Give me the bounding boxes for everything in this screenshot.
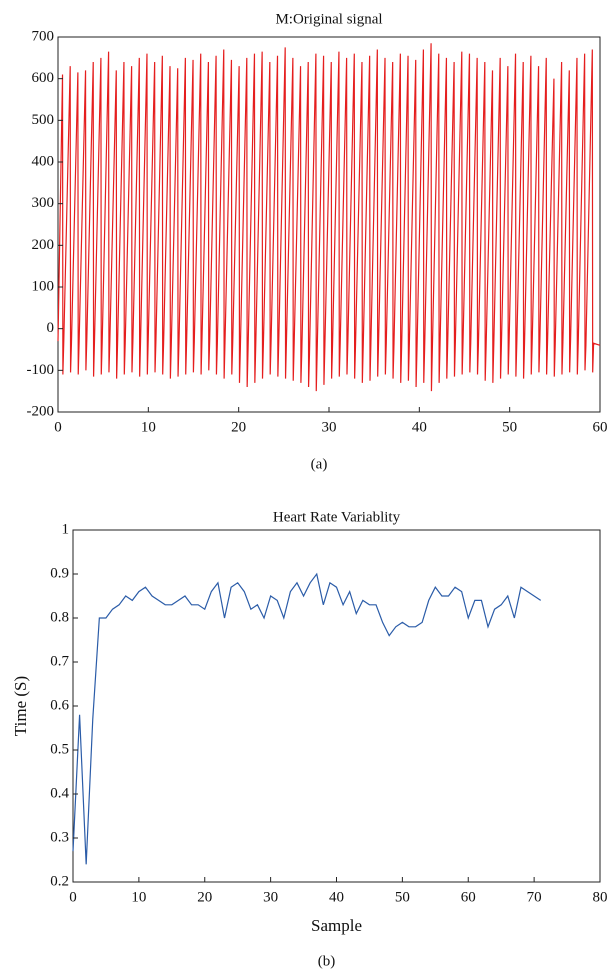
y-tick-label: 100 bbox=[32, 278, 55, 294]
x-tick-label: 10 bbox=[141, 419, 156, 435]
x-tick-label: 60 bbox=[593, 419, 608, 435]
y-tick-label: 0.3 bbox=[50, 829, 69, 845]
y-tick-label: 600 bbox=[32, 70, 55, 86]
y-tick-label: 0.6 bbox=[50, 697, 69, 713]
x-tick-label: 70 bbox=[527, 889, 542, 905]
y-tick-label: 0 bbox=[47, 320, 55, 336]
y-tick-label: 0.7 bbox=[50, 653, 69, 669]
x-tick-label: 50 bbox=[502, 419, 517, 435]
x-tick-label: 20 bbox=[197, 889, 212, 905]
y-tick-label: 500 bbox=[32, 112, 55, 128]
x-tick-label: 50 bbox=[395, 889, 410, 905]
chart-title: Heart Rate Variablity bbox=[273, 509, 401, 525]
y-tick-label: 400 bbox=[32, 153, 55, 169]
x-tick-label: 20 bbox=[231, 419, 246, 435]
x-tick-label: 40 bbox=[329, 889, 344, 905]
y-axis-label: Time (S) bbox=[11, 676, 30, 736]
y-tick-label: 700 bbox=[32, 28, 55, 44]
x-tick-label: 0 bbox=[69, 889, 77, 905]
x-tick-label: 80 bbox=[593, 889, 608, 905]
y-tick-label: 300 bbox=[32, 195, 55, 211]
y-tick-label: -200 bbox=[27, 403, 55, 419]
x-axis-label: Sample bbox=[311, 916, 362, 935]
y-tick-label: 0.2 bbox=[50, 873, 69, 889]
x-tick-label: 40 bbox=[412, 419, 427, 435]
y-tick-label: 200 bbox=[32, 237, 55, 253]
caption: (a) bbox=[311, 456, 328, 472]
plot-area bbox=[72, 529, 601, 883]
x-tick-label: 10 bbox=[131, 889, 146, 905]
y-tick-label: 0.8 bbox=[50, 609, 69, 625]
x-tick-label: 60 bbox=[461, 889, 476, 905]
chart-title: M:Original signal bbox=[275, 11, 382, 27]
caption: (b) bbox=[318, 953, 336, 969]
x-tick-label: 0 bbox=[54, 419, 62, 435]
data-line bbox=[57, 43, 601, 392]
x-tick-label: 30 bbox=[322, 419, 337, 435]
x-tick-label: 30 bbox=[263, 889, 278, 905]
y-tick-label: 0.4 bbox=[50, 785, 69, 801]
y-tick-label: 1 bbox=[62, 521, 70, 537]
y-tick-label: 0.9 bbox=[50, 565, 69, 581]
y-tick-label: -100 bbox=[27, 362, 55, 378]
y-tick-label: 0.5 bbox=[50, 741, 69, 757]
data-line bbox=[72, 572, 542, 865]
